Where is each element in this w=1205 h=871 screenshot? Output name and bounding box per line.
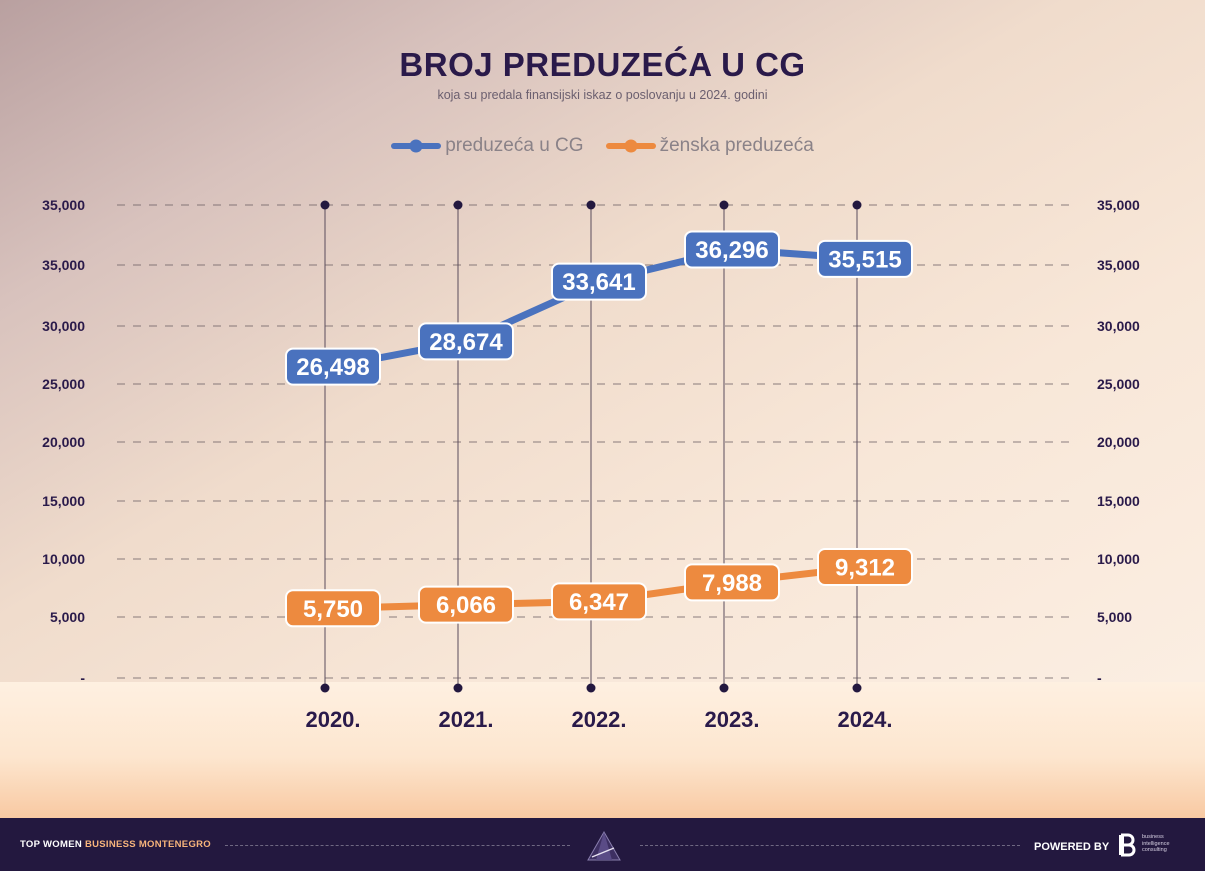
x-tick-label: 2020.: [305, 707, 360, 732]
legend: preduzeća u CG ženska preduzeća: [0, 134, 1205, 158]
data-label-2: 5,750: [285, 589, 381, 628]
y-tick-label-left: 20,000: [42, 434, 85, 450]
x-line-top-dot: [719, 200, 729, 210]
data-label-box: [684, 563, 780, 602]
data-label-text: 5,750: [303, 596, 363, 623]
y-tick-label-right: 5,000: [1097, 609, 1132, 625]
legend-swatch-series-2: [605, 143, 656, 149]
footer-brand-part-1: TOP WOMEN: [20, 839, 85, 850]
x-line-top-dot: [852, 200, 862, 210]
x-tick-label: 2021.: [438, 707, 493, 732]
legend-swatch-series-1: [391, 143, 442, 149]
data-label-1: 36,296: [684, 230, 780, 269]
data-label-2: 6,066: [418, 585, 514, 624]
data-label-2: 9,312: [817, 547, 913, 586]
y-tick-label-left: 15,000: [42, 493, 85, 509]
y-tick-label-left: 5,000: [50, 609, 85, 625]
data-label-box: [684, 230, 780, 269]
data-label-box: [285, 589, 381, 628]
x-tick-label: 2024.: [837, 707, 892, 732]
data-label-text: 6,347: [569, 589, 629, 616]
data-label-box: [418, 585, 514, 624]
y-tick-label-right: 25,000: [1097, 376, 1140, 392]
legend-item-series-2[interactable]: ženska preduzeća: [605, 135, 814, 157]
data-label-1: 26,498: [285, 347, 381, 386]
data-label-2: 7,988: [684, 563, 780, 602]
powered-by-label: POWERED BY: [1034, 841, 1110, 853]
data-label-1: 35,515: [817, 239, 913, 278]
y-tick-label-left: 30,000: [42, 318, 85, 334]
x-line-top-dot: [320, 200, 330, 210]
data-label-1: 33,641: [551, 262, 647, 301]
data-label-box: [817, 239, 913, 278]
grid-layer: - - 5,000 5,000 10,000 10,000 15,000 15,000 20,0…: [42, 197, 1140, 732]
chart-subtitle: koja su predala finansijski iskaz o posl…: [437, 88, 768, 102]
y-tick-label-left: 35,000: [42, 197, 85, 213]
line-chart: - - 5,000 5,000 10,000 10,000 15,000 15,000 20,0…: [42, 197, 1140, 732]
y-tick-label-left: 35,000: [42, 257, 85, 273]
y-tick-label-right: 15,000: [1097, 493, 1140, 509]
x-line-bottom-dot: [320, 683, 330, 693]
chart-title: BROJ PREDUZEĆA U CG: [399, 46, 806, 83]
data-label-2: 6,347: [551, 582, 647, 621]
y-tick-label-right: 35,000: [1097, 197, 1140, 213]
footer-bar: TOP WOMEN BUSINESS MONTENEGRO POWERED BY…: [0, 818, 1205, 871]
data-label-1: 28,674: [418, 322, 514, 361]
data-label-text: 28,674: [429, 329, 503, 356]
data-label-layer: 26,498 28,674 33,641 36,296 35,515 5,750 6,066…: [285, 230, 913, 628]
company-descriptor: business intelligence consulting: [1142, 834, 1170, 853]
footer-brand: TOP WOMEN BUSINESS MONTENEGRO: [20, 839, 211, 850]
legend-item-series-1[interactable]: preduzeća u CG: [391, 135, 584, 157]
y-tick-label-right: 35,000: [1097, 257, 1140, 273]
triangle-logo-icon: [587, 830, 621, 861]
footer-brand-part-2: BUSINESS MONTENEGRO: [84, 839, 211, 850]
legend-label-series-2: ženska preduzeća: [659, 135, 814, 156]
data-label-box: [418, 322, 514, 361]
bi-logo-icon: [1119, 833, 1136, 857]
data-label-text: 26,498: [296, 354, 369, 381]
data-label-box: [551, 262, 647, 301]
footer-divider-left: [225, 845, 570, 846]
y-tick-label-right: 30,000: [1097, 318, 1140, 334]
background-bottom: [0, 682, 1205, 818]
y-tick-label-left: 25,000: [42, 376, 85, 392]
series-layer: [329, 245, 869, 612]
x-tick-label: 2023.: [704, 707, 759, 732]
y-tick-label-left: -: [80, 670, 85, 686]
data-label-text: 36,296: [695, 237, 768, 264]
legend-label-series-1: preduzeća u CG: [445, 135, 584, 156]
data-label-box: [551, 582, 647, 621]
x-line-bottom-dot: [453, 683, 463, 693]
data-label-box: [817, 547, 913, 586]
footer-divider-right: [640, 845, 1020, 846]
data-label-box: [285, 347, 381, 386]
x-line-bottom-dot: [852, 683, 862, 693]
y-tick-label-right: 20,000: [1097, 434, 1140, 450]
x-line-top-dot: [586, 200, 596, 210]
y-tick-label-right: -: [1097, 670, 1102, 686]
x-line-bottom-dot: [719, 683, 729, 693]
y-tick-label-right: 10,000: [1097, 551, 1140, 567]
data-label-text: 6,066: [436, 592, 496, 619]
x-line-bottom-dot: [586, 683, 596, 693]
data-label-text: 35,515: [828, 246, 901, 273]
data-label-text: 7,988: [702, 570, 762, 597]
x-tick-label: 2022.: [571, 707, 626, 732]
data-label-text: 33,641: [562, 269, 635, 296]
background-top: [0, 0, 1205, 682]
data-label-text: 9,312: [835, 554, 895, 581]
y-tick-label-left: 10,000: [42, 551, 85, 567]
x-line-top-dot: [453, 200, 463, 210]
